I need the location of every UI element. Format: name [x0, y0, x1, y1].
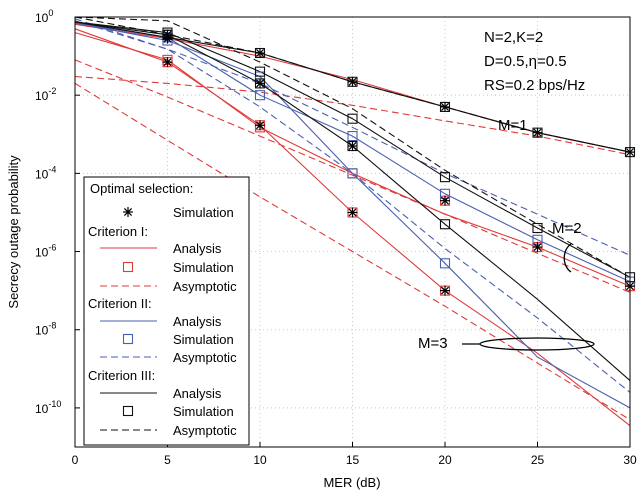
m3-ellipse	[479, 337, 595, 351]
legend-crit1-header: Criterion I:	[88, 224, 148, 239]
plot-frame	[74, 16, 631, 448]
legend: Optimal selection: Simulation Criterion …	[83, 176, 250, 446]
square-marker	[254, 90, 266, 101]
square-marker	[347, 113, 358, 124]
square-marker	[347, 131, 358, 142]
m2-bracket	[563, 243, 572, 273]
star-marker	[162, 57, 173, 68]
star-marker	[440, 195, 450, 206]
series-line-asymptotic	[74, 20, 631, 256]
curve-label-m3: M=3	[418, 335, 448, 352]
star-marker	[162, 33, 173, 44]
x-tick-label: 15	[346, 453, 360, 467]
star-marker	[440, 285, 450, 296]
y-tick-label: 100	[35, 8, 53, 25]
star-marker	[347, 76, 358, 87]
legend-crit2-sim: Simulation	[173, 332, 234, 347]
legend-box	[83, 176, 250, 446]
legend-crit2-analysis: Analysis	[173, 314, 222, 329]
info-line-3: RS=0.2 bps/Hz	[484, 77, 585, 94]
y-tick-label: 10-2	[35, 86, 56, 103]
legend-optimal-sim-label: Simulation	[173, 205, 234, 220]
legend-crit3-analysis: Analysis	[173, 386, 222, 401]
square-marker	[439, 219, 451, 230]
y-tick-label: 10-4	[35, 164, 56, 181]
series-line-asymptotic	[74, 82, 631, 421]
star-marker	[255, 120, 265, 131]
legend-crit1-analysis: Analysis	[173, 241, 222, 256]
square-marker	[347, 168, 358, 179]
y-axis-label: Secrecy outage probability	[6, 155, 21, 309]
tick-labels: 0 5 10 15 20 25 30 10-10 10-8 10-6 10-4 10-2 100	[35, 8, 637, 467]
legend-sim-swatch	[122, 261, 134, 273]
legend-star-swatch	[123, 207, 133, 217]
legend-crit3-header: Criterion III:	[88, 368, 155, 383]
star-marker	[255, 78, 265, 89]
square-marker	[439, 258, 451, 269]
x-tick-label: 30	[623, 453, 637, 467]
legend-optimal-header: Optimal selection:	[90, 181, 193, 196]
legend-crit1-asym: Asymptotic	[173, 279, 237, 294]
x-axis-label: MER (dB)	[323, 475, 380, 490]
legend-swatches	[100, 207, 157, 431]
star-marker	[347, 141, 358, 152]
curve-label-m1: M=1	[498, 117, 528, 134]
square-marker	[254, 66, 266, 77]
info-line-1: N=2,K=2	[484, 29, 543, 46]
star-marker	[440, 101, 450, 112]
x-tick-label: 20	[438, 453, 452, 467]
x-tick-label: 5	[164, 453, 171, 467]
legend-crit3-asym: Asymptotic	[173, 423, 237, 438]
legend-crit3-sim: Simulation	[173, 404, 234, 419]
legend-sim-swatch	[122, 333, 134, 345]
series-line-asymptotic	[74, 18, 631, 393]
y-tick-label: 10-10	[35, 399, 61, 416]
legend-sim-swatch	[122, 405, 134, 417]
legend-crit1-sim: Simulation	[173, 260, 234, 275]
star-marker	[347, 207, 358, 218]
star-marker	[532, 242, 543, 253]
x-tick-label: 25	[531, 453, 545, 467]
x-tick-label: 0	[72, 453, 79, 467]
y-tick-label: 10-6	[35, 243, 56, 260]
star-marker	[532, 127, 543, 138]
y-tick-label: 10-8	[35, 321, 56, 338]
square-marker	[439, 172, 451, 183]
info-line-2: D=0.5,η=0.5	[484, 53, 567, 70]
star-marker	[255, 47, 265, 58]
legend-crit2-header: Criterion II:	[88, 296, 152, 311]
legend-crit2-asym: Asymptotic	[173, 350, 237, 365]
series-line-asymptotic	[74, 59, 631, 293]
square-marker	[532, 222, 543, 234]
x-tick-label: 10	[253, 453, 267, 467]
series-line-asymptotic	[74, 16, 631, 278]
curve-label-m2: M=2	[552, 220, 582, 237]
